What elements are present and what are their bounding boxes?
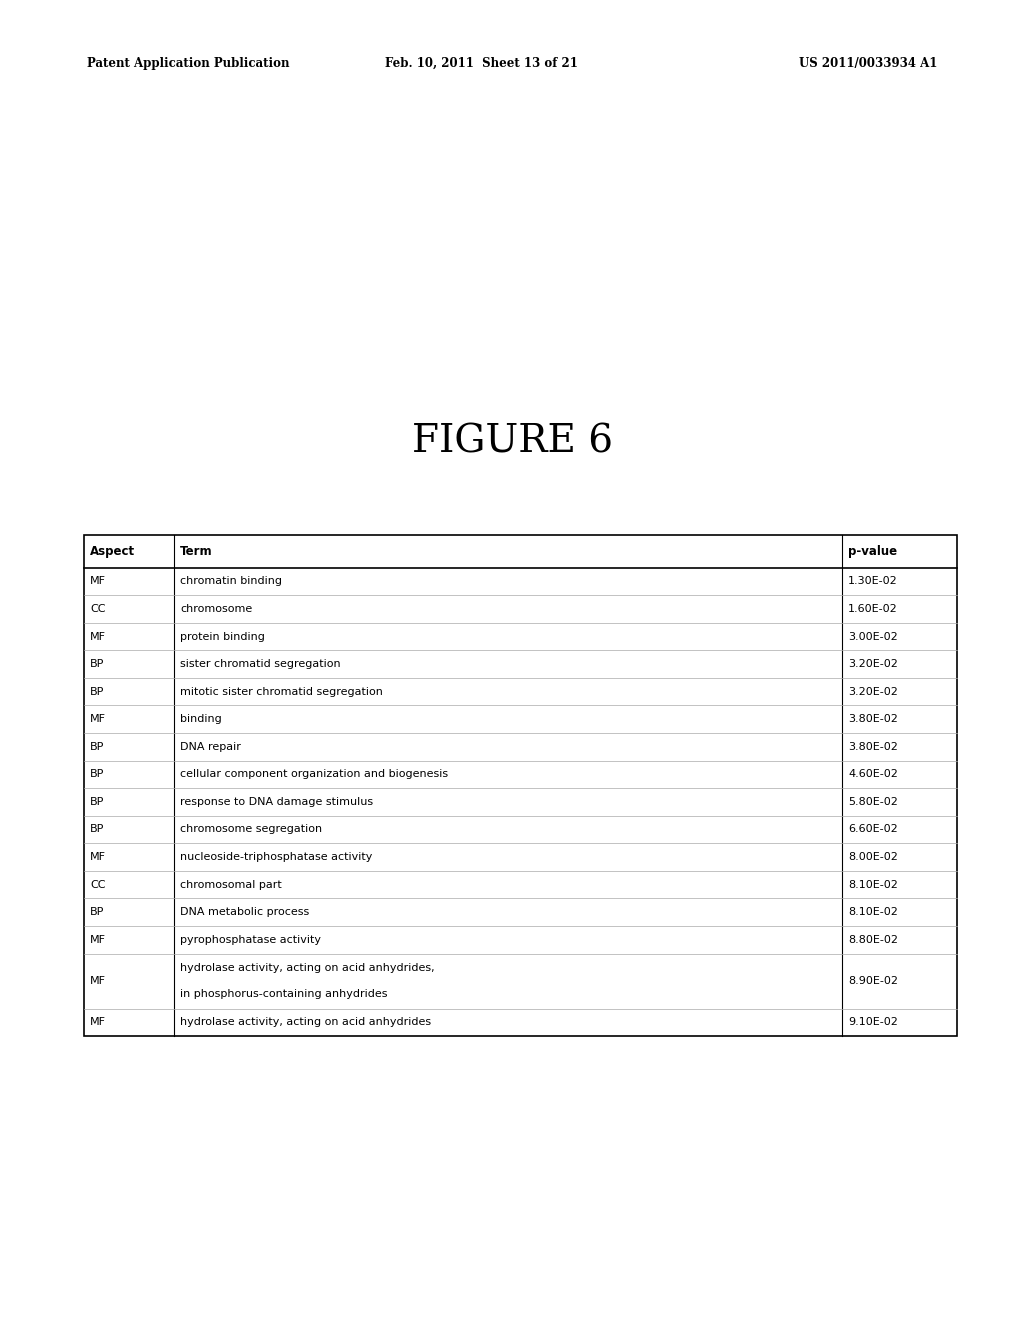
- Text: BP: BP: [90, 797, 104, 807]
- Text: MF: MF: [90, 631, 106, 642]
- Text: MF: MF: [90, 975, 106, 986]
- Text: CC: CC: [90, 605, 105, 614]
- Text: 8.10E-02: 8.10E-02: [848, 907, 898, 917]
- Text: 1.30E-02: 1.30E-02: [848, 577, 898, 586]
- Text: BP: BP: [90, 907, 104, 917]
- Bar: [84, 535, 957, 1036]
- Text: 1.60E-02: 1.60E-02: [848, 605, 898, 614]
- Text: p-value: p-value: [848, 545, 897, 557]
- Text: chromatin binding: chromatin binding: [180, 577, 282, 586]
- Text: Term: Term: [180, 545, 213, 557]
- Text: 3.80E-02: 3.80E-02: [848, 742, 898, 752]
- Text: MF: MF: [90, 935, 106, 945]
- Text: CC: CC: [90, 879, 105, 890]
- Text: US 2011/0033934 A1: US 2011/0033934 A1: [799, 57, 937, 70]
- Text: 3.20E-02: 3.20E-02: [848, 659, 898, 669]
- Text: 3.00E-02: 3.00E-02: [848, 631, 898, 642]
- Text: BP: BP: [90, 686, 104, 697]
- Text: in phosphorus-containing anhydrides: in phosphorus-containing anhydrides: [180, 989, 387, 999]
- Text: 5.80E-02: 5.80E-02: [848, 797, 898, 807]
- Text: 9.10E-02: 9.10E-02: [848, 1018, 898, 1027]
- Text: response to DNA damage stimulus: response to DNA damage stimulus: [180, 797, 373, 807]
- Text: cellular component organization and biogenesis: cellular component organization and biog…: [180, 770, 449, 779]
- Text: binding: binding: [180, 714, 222, 725]
- Text: DNA metabolic process: DNA metabolic process: [180, 907, 309, 917]
- Text: chromosomal part: chromosomal part: [180, 879, 282, 890]
- Text: Patent Application Publication: Patent Application Publication: [87, 57, 290, 70]
- Text: MF: MF: [90, 851, 106, 862]
- Text: 3.80E-02: 3.80E-02: [848, 714, 898, 725]
- Text: BP: BP: [90, 659, 104, 669]
- Text: DNA repair: DNA repair: [180, 742, 241, 752]
- Text: 8.80E-02: 8.80E-02: [848, 935, 898, 945]
- Text: 6.60E-02: 6.60E-02: [848, 825, 898, 834]
- Text: BP: BP: [90, 742, 104, 752]
- Text: chromosome: chromosome: [180, 605, 252, 614]
- Text: FIGURE 6: FIGURE 6: [412, 424, 612, 461]
- Text: hydrolase activity, acting on acid anhydrides: hydrolase activity, acting on acid anhyd…: [180, 1018, 431, 1027]
- Text: nucleoside-triphosphatase activity: nucleoside-triphosphatase activity: [180, 851, 373, 862]
- Text: 8.90E-02: 8.90E-02: [848, 975, 898, 986]
- Text: BP: BP: [90, 770, 104, 779]
- Text: BP: BP: [90, 825, 104, 834]
- Text: protein binding: protein binding: [180, 631, 265, 642]
- Text: mitotic sister chromatid segregation: mitotic sister chromatid segregation: [180, 686, 383, 697]
- Text: 8.10E-02: 8.10E-02: [848, 879, 898, 890]
- Text: MF: MF: [90, 577, 106, 586]
- Text: 3.20E-02: 3.20E-02: [848, 686, 898, 697]
- Text: MF: MF: [90, 714, 106, 725]
- Text: MF: MF: [90, 1018, 106, 1027]
- Text: hydrolase activity, acting on acid anhydrides,: hydrolase activity, acting on acid anhyd…: [180, 964, 435, 973]
- Text: sister chromatid segregation: sister chromatid segregation: [180, 659, 341, 669]
- Text: pyrophosphatase activity: pyrophosphatase activity: [180, 935, 322, 945]
- Text: Feb. 10, 2011  Sheet 13 of 21: Feb. 10, 2011 Sheet 13 of 21: [385, 57, 578, 70]
- Text: 4.60E-02: 4.60E-02: [848, 770, 898, 779]
- Text: Aspect: Aspect: [90, 545, 135, 557]
- Text: 8.00E-02: 8.00E-02: [848, 851, 898, 862]
- Text: chromosome segregation: chromosome segregation: [180, 825, 323, 834]
